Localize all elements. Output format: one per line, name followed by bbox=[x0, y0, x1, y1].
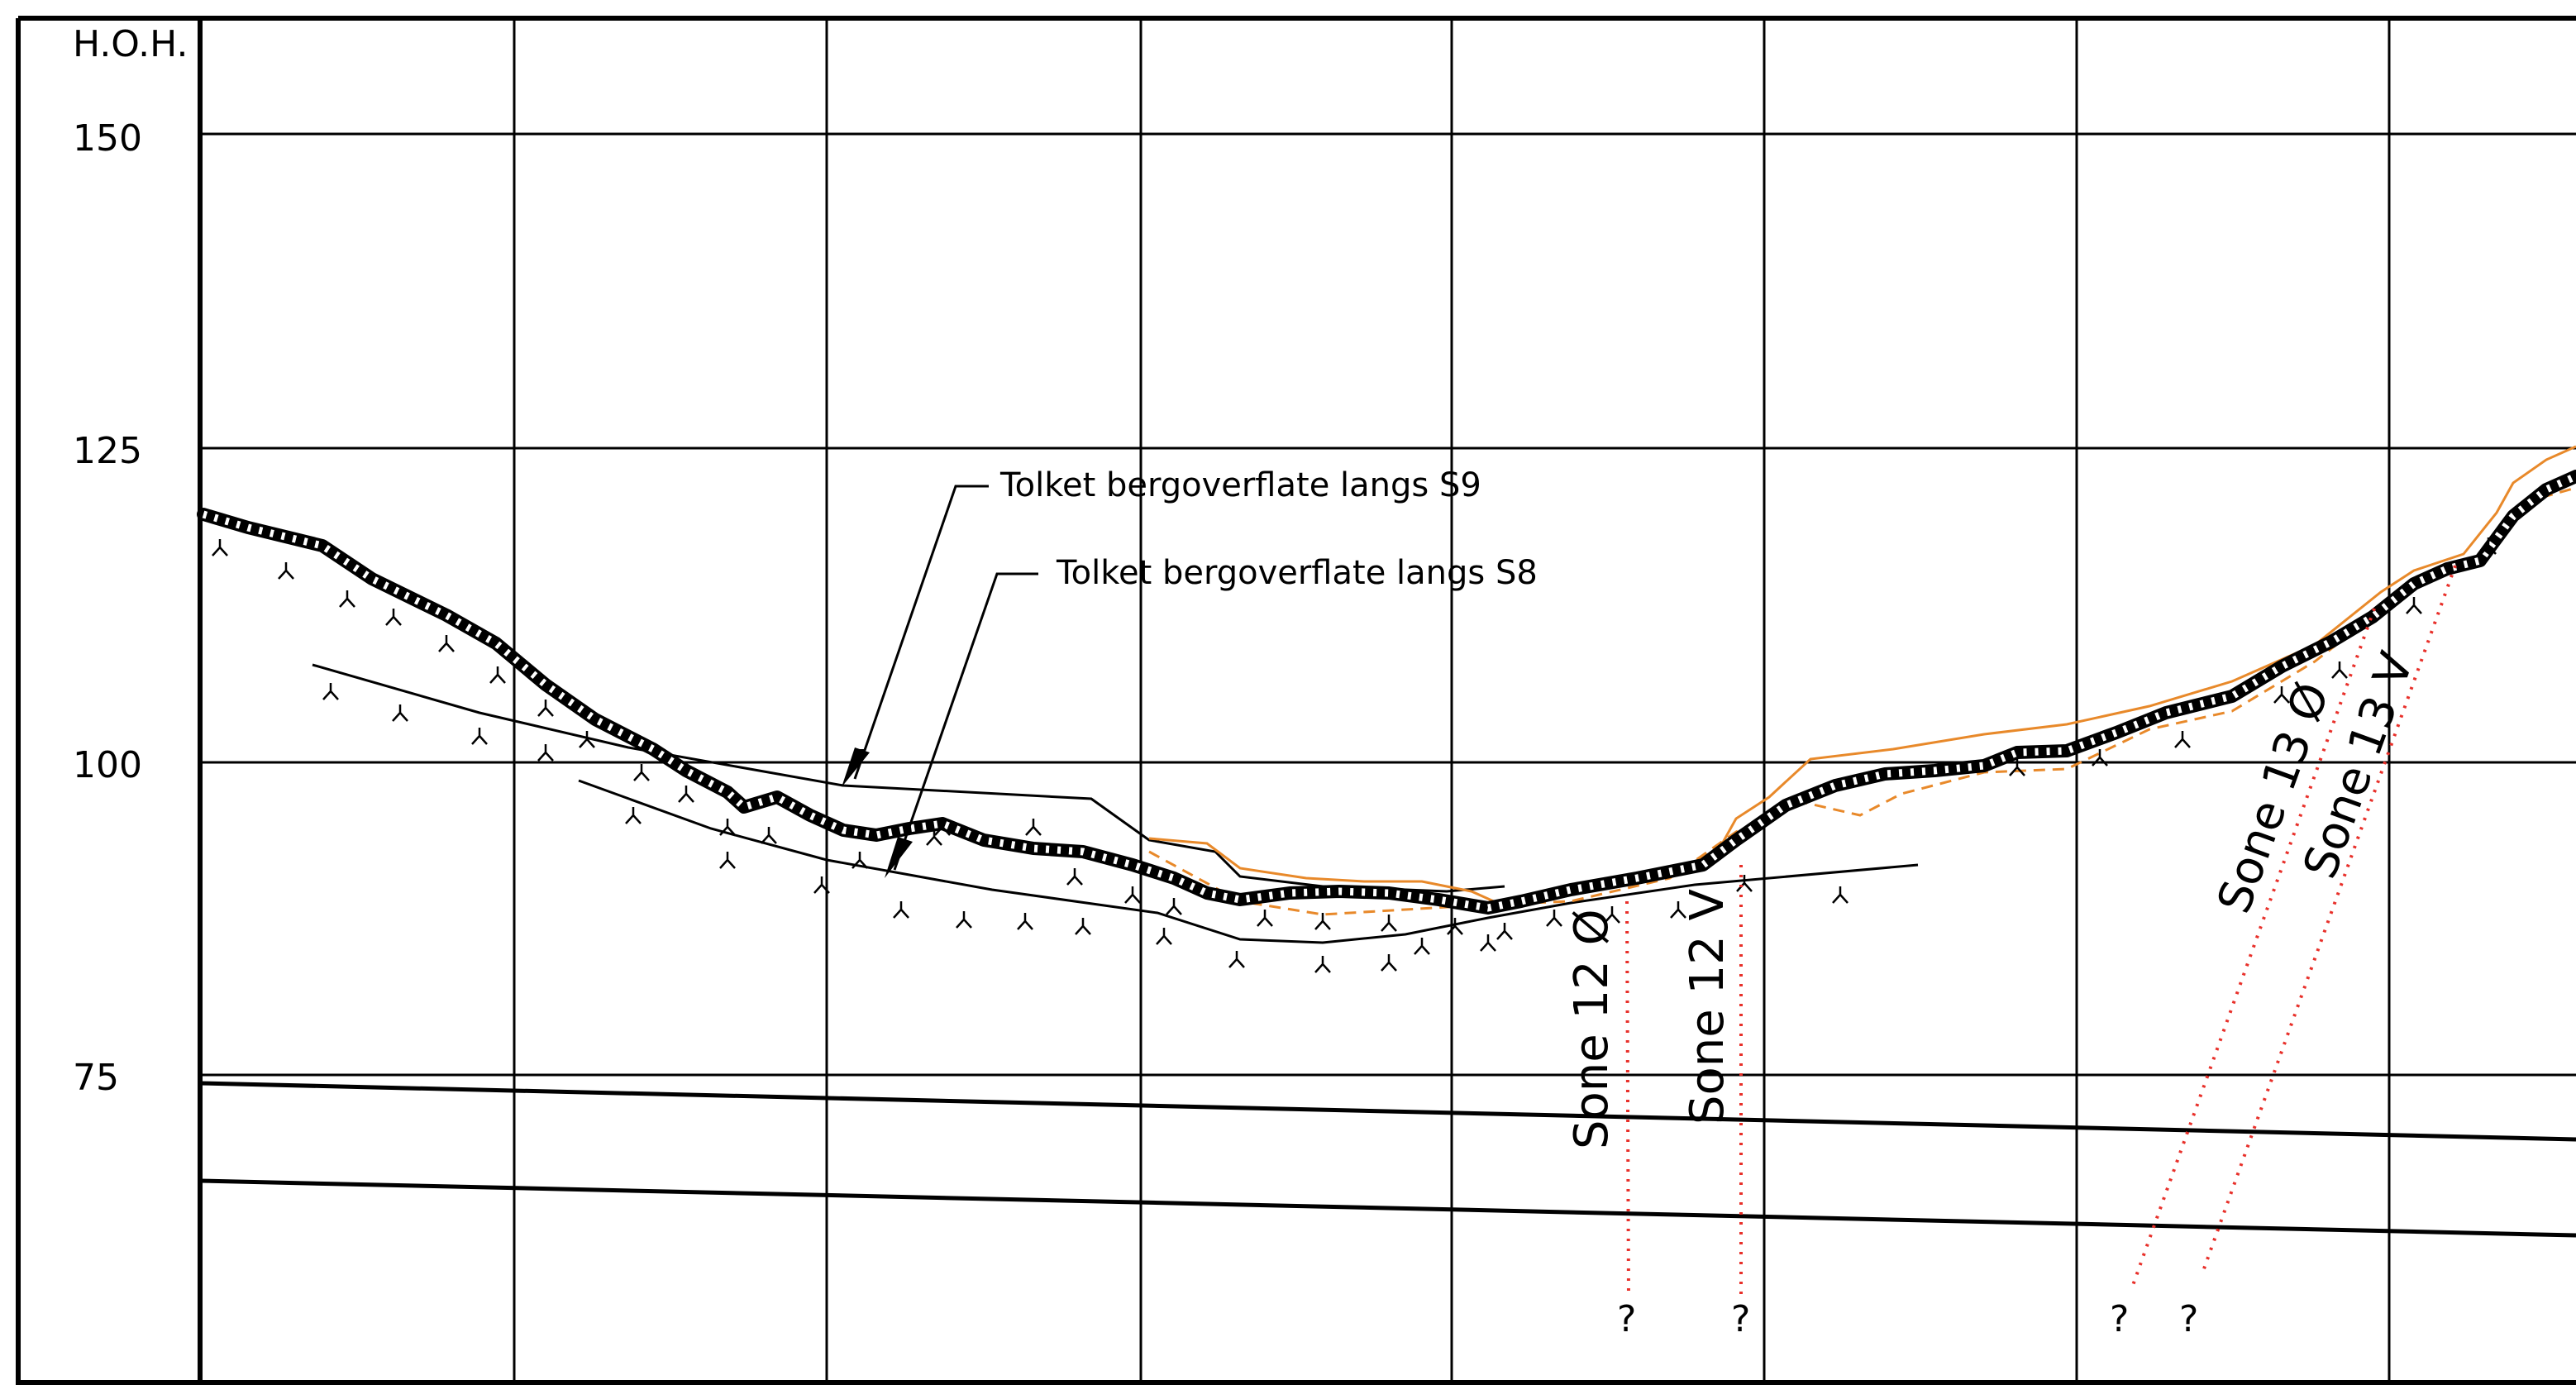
rock-symbol bbox=[1166, 898, 1182, 915]
rock-symbol bbox=[278, 562, 294, 580]
tunnel-floor-line bbox=[199, 1178, 2576, 1238]
rock-symbol bbox=[1381, 915, 1397, 932]
rock-symbol bbox=[956, 911, 972, 929]
rock-symbol bbox=[1546, 910, 1562, 927]
rock-symbol bbox=[537, 744, 554, 762]
rock-symbol bbox=[1832, 886, 1849, 904]
rock-symbol bbox=[633, 764, 650, 781]
axis-title: H.O.H. bbox=[73, 23, 188, 65]
rock-symbol bbox=[1414, 938, 1430, 955]
tunnel-lines bbox=[199, 1081, 2576, 1238]
axis-tick-125: 125 bbox=[73, 430, 142, 472]
rock-symbol bbox=[1228, 951, 1245, 968]
tunnel-roof-line bbox=[199, 1081, 2576, 1142]
rock-symbol bbox=[2092, 749, 2108, 767]
rock-symbol bbox=[625, 807, 642, 824]
rock-symbol bbox=[1381, 954, 1397, 972]
rock-symbol bbox=[1604, 906, 1620, 924]
rock-symbol bbox=[719, 852, 736, 869]
rock-symbol bbox=[2174, 731, 2191, 748]
zone-12-v-unknown: ? bbox=[1731, 1298, 1750, 1340]
rock-symbol bbox=[579, 731, 595, 748]
rock-symbol bbox=[2406, 597, 2422, 614]
rock-symbol bbox=[926, 829, 942, 846]
zone-13-o-unknown: ? bbox=[2110, 1298, 2129, 1340]
rock-symbol bbox=[1257, 910, 1273, 927]
rock-symbol bbox=[2480, 537, 2497, 555]
rock-symbol bbox=[893, 901, 909, 919]
rock-symbol bbox=[934, 819, 951, 836]
rock-symbol bbox=[1736, 875, 1753, 892]
rock-symbol bbox=[339, 590, 355, 608]
rock-symbol bbox=[2009, 759, 2025, 776]
axis-tick-150: 150 bbox=[73, 117, 142, 160]
rock-symbol bbox=[678, 786, 694, 803]
rock-symbol bbox=[322, 683, 339, 700]
rock-symbol bbox=[471, 728, 488, 745]
callout-s9: Tolket bergoverflate langs S9 bbox=[842, 466, 1481, 787]
zone-12-v-label: Sone 12 V bbox=[1681, 889, 1734, 1125]
zone-13-v-unknown: ? bbox=[2179, 1298, 2198, 1340]
terrain-surface-line bbox=[1148, 445, 2576, 908]
rock-symbol bbox=[489, 666, 506, 684]
rock-symbol bbox=[1025, 819, 1042, 836]
rock-symbol bbox=[1075, 918, 1091, 935]
zone-12-o-unknown: ? bbox=[1617, 1298, 1636, 1340]
callout-s8-label: Tolket bergoverflate langs S8 bbox=[1056, 554, 1538, 592]
rock-symbol bbox=[813, 876, 830, 894]
zone-12-o-label: Sone 12 Ø bbox=[1565, 909, 1619, 1149]
rock-symbol bbox=[1017, 913, 1033, 930]
rock-symbol bbox=[852, 852, 868, 869]
rock-symbol bbox=[385, 609, 402, 626]
rock-symbol bbox=[1447, 918, 1463, 935]
zone-12-v: Sone 12 V ? bbox=[1681, 865, 1750, 1340]
rock-symbol bbox=[1496, 923, 1513, 940]
axis-tick-100: 100 bbox=[73, 744, 142, 786]
rock-symbol bbox=[1314, 956, 1331, 973]
drawing-frame bbox=[16, 16, 2576, 1385]
rock-symbols bbox=[212, 537, 2497, 973]
rock-symbol bbox=[1156, 928, 1172, 945]
callout-s8: Tolket bergoverflate langs S8 bbox=[885, 554, 1538, 878]
grid bbox=[200, 18, 2576, 1385]
rock-symbol bbox=[212, 539, 228, 556]
rock-symbol bbox=[761, 827, 777, 844]
rock-symbol bbox=[392, 704, 408, 722]
rock-symbol bbox=[537, 700, 554, 717]
zone-13-v: Sone 13 V ? bbox=[2179, 565, 2457, 1340]
rock-surface-band bbox=[197, 470, 2576, 915]
rock-symbol bbox=[2273, 686, 2290, 704]
rock-symbol bbox=[1314, 913, 1331, 930]
interpreted-profile-s9 bbox=[312, 663, 1505, 893]
rock-symbol bbox=[438, 635, 455, 652]
rock-symbol bbox=[1480, 934, 1496, 952]
zone-12-o: Sone 12 Ø ? bbox=[1565, 900, 1636, 1340]
rock-symbol bbox=[1124, 886, 1141, 904]
callout-s9-label: Tolket bergoverflate langs S9 bbox=[999, 466, 1481, 504]
axis-tick-75: 75 bbox=[73, 1057, 119, 1099]
interpreted-profile-s8 bbox=[578, 779, 1919, 944]
rock-symbol bbox=[1066, 868, 1083, 886]
rock-symbol bbox=[1670, 901, 1686, 919]
rock-symbol bbox=[719, 819, 736, 836]
rock-symbol bbox=[2331, 661, 2348, 679]
